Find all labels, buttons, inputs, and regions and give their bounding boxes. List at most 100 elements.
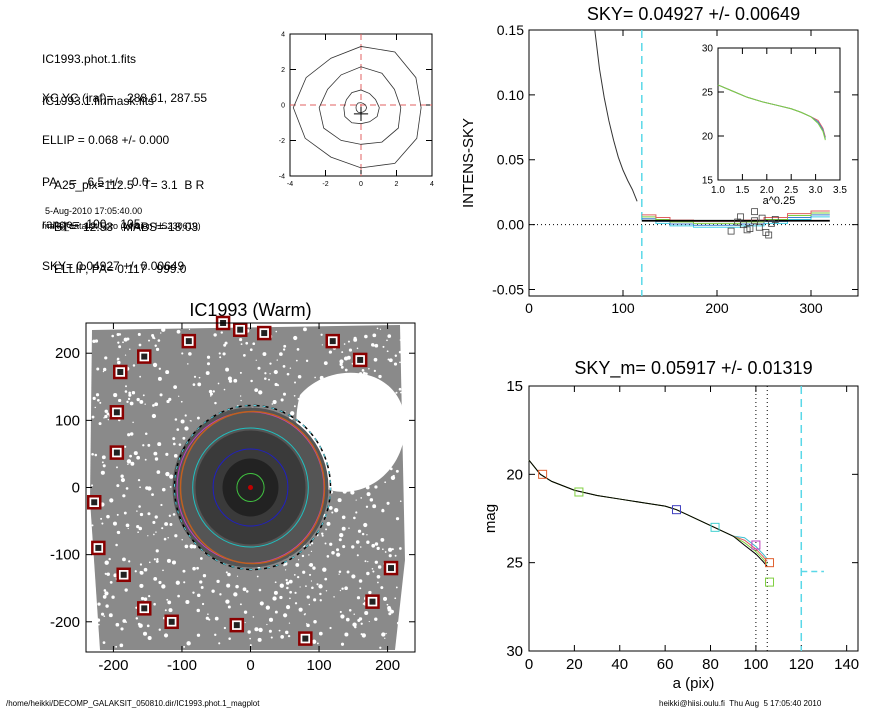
- image-noise-dot: [306, 623, 310, 628]
- image-noise-dot: [387, 606, 391, 610]
- image-noise-dot: [137, 332, 141, 336]
- image-noise-dot: [199, 580, 203, 584]
- image-noise-dot: [339, 359, 344, 364]
- image-ytick-label: -200: [50, 614, 80, 631]
- image-noise-dot: [173, 454, 178, 458]
- image-noise-dot: [368, 590, 372, 595]
- footer-user-date: heikki@hiisi.oulu.fi Thu Aug 5 17:05:40 …: [659, 699, 822, 708]
- image-noise-dot: [197, 382, 202, 387]
- image-noise-dot: [233, 592, 238, 597]
- image-noise-dot: [166, 598, 169, 601]
- image-ytick-label: 100: [55, 412, 80, 429]
- image-noise-dot: [143, 597, 148, 601]
- image-noise-dot: [122, 557, 126, 562]
- image-noise-dot: [164, 522, 169, 526]
- image-noise-dot: [331, 511, 334, 514]
- sky-square-marker: [771, 216, 779, 223]
- image-noise-dot: [360, 497, 363, 499]
- image-noise-dot: [104, 414, 108, 419]
- image-noise-dot: [103, 367, 107, 372]
- image-noise-dot: [147, 535, 149, 537]
- image-noise-dot: [399, 339, 402, 341]
- sky-plot-xtick-label: 100: [611, 300, 635, 316]
- image-noise-dot: [187, 363, 189, 365]
- image-noise-dot: [257, 366, 261, 370]
- image-noise-dot: [309, 563, 314, 567]
- image-noise-dot: [268, 617, 274, 622]
- image-noise-dot: [289, 597, 291, 600]
- image-noise-dot: [139, 512, 144, 517]
- image-noise-dot: [239, 371, 242, 374]
- image-noise-dot: [399, 500, 402, 503]
- star-core: [302, 635, 309, 642]
- image-noise-dot: [205, 616, 209, 620]
- image-noise-dot: [108, 613, 113, 618]
- image-noise-dot: [357, 529, 362, 533]
- image-noise-dot: [143, 567, 148, 572]
- image-noise-dot: [388, 554, 392, 558]
- center-plot-xtick-label: 2: [395, 181, 399, 188]
- image-noise-dot: [353, 336, 357, 340]
- image-noise-dot: [189, 544, 194, 549]
- image-noise-dot: [363, 522, 368, 528]
- mag-xtick-label: 80: [702, 656, 719, 673]
- image-noise-dot: [160, 503, 163, 507]
- sky-inset-xtick-label: 2.0: [760, 185, 774, 196]
- image-noise-dot: [148, 561, 151, 564]
- image-noise-dot: [147, 443, 151, 447]
- info-date: 5-Aug-2010 17:05:40.00: [45, 206, 143, 216]
- center-plot-ytick-label: 0: [281, 102, 285, 109]
- image-noise-dot: [93, 639, 97, 644]
- image-noise-dot: [152, 520, 156, 524]
- image-noise-dot: [376, 574, 381, 579]
- image-noise-dot: [273, 590, 278, 595]
- image-noise-dot: [258, 390, 263, 395]
- star-core: [233, 622, 240, 629]
- image-noise-dot: [116, 357, 120, 361]
- image-noise-dot: [142, 631, 148, 636]
- image-noise-dot: [394, 597, 397, 600]
- image-noise-dot: [112, 521, 117, 526]
- image-noise-dot: [313, 619, 317, 624]
- image-noise-dot: [182, 569, 186, 573]
- image-noise-dot: [274, 581, 277, 584]
- image-noise-dot: [338, 573, 340, 575]
- image-xtick-label: -200: [98, 657, 128, 674]
- image-noise-dot: [386, 339, 388, 342]
- image-noise-dot: [348, 348, 353, 352]
- image-noise-dot: [96, 618, 101, 622]
- mag-profile-line: [528, 459, 768, 565]
- image-noise-dot: [129, 454, 132, 458]
- image-noise-dot: [138, 505, 141, 508]
- image-noise-dot: [190, 420, 192, 422]
- image-noise-dot: [353, 613, 355, 615]
- image-noise-dot: [361, 369, 365, 372]
- sky-inset-xtick-label: 2.5: [784, 185, 798, 196]
- star-core: [388, 565, 395, 572]
- sky-plot-xtick-label: 300: [799, 300, 823, 316]
- image-noise-dot: [104, 409, 108, 414]
- image-noise-dot: [100, 612, 105, 616]
- image-noise-dot: [104, 591, 109, 596]
- image-noise-dot: [161, 487, 166, 492]
- center-plot-xtick-label: 4: [430, 181, 434, 188]
- image-noise-dot: [224, 341, 228, 345]
- image-noise-dot: [106, 514, 110, 519]
- image-noise-dot: [126, 459, 132, 464]
- image-noise-dot: [272, 596, 277, 601]
- image-noise-dot: [122, 494, 126, 498]
- image-noise-dot: [102, 370, 105, 373]
- image-noise-dot: [328, 506, 333, 510]
- image-noise-dot: [325, 528, 328, 531]
- image-noise-dot: [326, 521, 331, 526]
- image-noise-dot: [369, 498, 374, 502]
- sky-plot-xtick-label: 200: [705, 300, 729, 316]
- image-ytick-label: -100: [50, 547, 80, 564]
- sky-plot-frame: [528, 29, 859, 297]
- image-noise-dot: [374, 343, 379, 348]
- mag-xtick-label: 20: [566, 656, 583, 673]
- image-noise-dot: [331, 551, 335, 555]
- image-noise-dot: [223, 343, 227, 347]
- image-noise-dot: [152, 404, 155, 407]
